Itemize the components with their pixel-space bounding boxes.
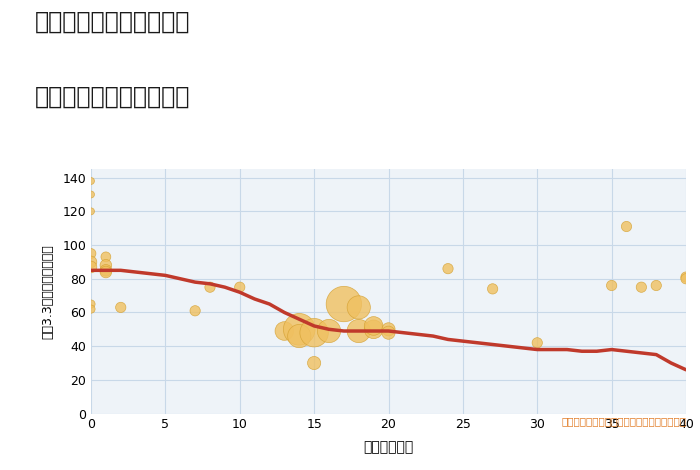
Point <box>368 326 379 333</box>
Point <box>100 253 111 260</box>
Point <box>85 300 97 308</box>
Point <box>294 332 305 340</box>
Point <box>279 327 290 335</box>
Point <box>294 326 305 333</box>
Point <box>606 282 617 289</box>
Point <box>383 329 394 337</box>
Point <box>190 307 201 314</box>
Point <box>85 258 97 266</box>
Text: 愛知県瀬戸市西本地町の: 愛知県瀬戸市西本地町の <box>35 9 190 33</box>
Y-axis label: 坪（3.3㎡）単価（万円）: 坪（3.3㎡）単価（万円） <box>41 244 54 339</box>
Point <box>115 304 126 311</box>
Point <box>85 177 97 185</box>
Text: 築年数別中古戸建て価格: 築年数別中古戸建て価格 <box>35 85 190 109</box>
Point <box>100 261 111 269</box>
Point <box>368 322 379 330</box>
Point <box>532 339 543 346</box>
Point <box>85 191 97 198</box>
Point <box>621 223 632 230</box>
Point <box>383 326 394 333</box>
Point <box>442 265 454 273</box>
Point <box>85 263 97 271</box>
Point <box>85 250 97 257</box>
Point <box>309 329 320 337</box>
Point <box>487 285 498 293</box>
Point <box>234 283 246 291</box>
Point <box>309 359 320 367</box>
Point <box>100 266 111 274</box>
Point <box>85 208 97 215</box>
Point <box>204 283 216 291</box>
Point <box>680 275 692 282</box>
X-axis label: 築年数（年）: 築年数（年） <box>363 440 414 454</box>
Point <box>353 327 364 335</box>
Point <box>100 268 111 276</box>
Point <box>338 300 349 308</box>
Point <box>680 274 692 281</box>
Point <box>651 282 662 289</box>
Point <box>353 304 364 311</box>
Text: 円の大きさは、取引のあった物件面積を示す: 円の大きさは、取引のあった物件面積を示す <box>561 416 686 426</box>
Point <box>636 283 647 291</box>
Point <box>323 327 335 335</box>
Point <box>85 306 97 313</box>
